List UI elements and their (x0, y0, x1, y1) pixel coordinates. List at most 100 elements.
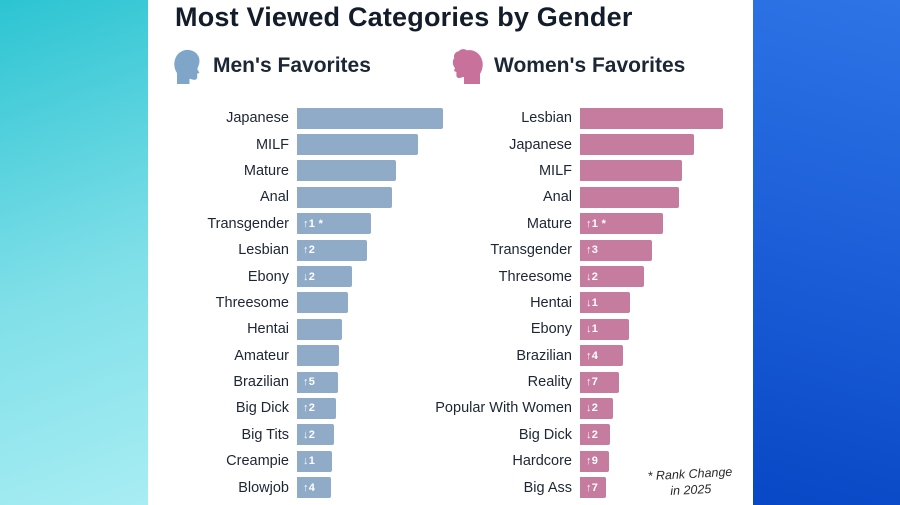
category-label: Popular With Women (435, 400, 572, 417)
category-bar: ↑7 (580, 371, 619, 393)
womens-section-label: Women's Favorites (494, 54, 686, 77)
rank-change-badge: ↓2 (586, 402, 599, 415)
category-label: Lesbian (521, 110, 572, 127)
category-bar (297, 107, 443, 129)
category-label: Transgender (207, 215, 289, 232)
womens-row-lesbian: Lesbian (400, 105, 723, 131)
womens-row-big-ass: Big Ass ↑7 (400, 474, 723, 500)
rank-change-badge: ↓1 (586, 323, 599, 336)
right-gradient-strip (753, 0, 900, 505)
category-bar: ↑1 * (297, 213, 371, 235)
category-bar: ↑1 * (580, 213, 663, 235)
womens-section-header: Women's Favorites (451, 48, 685, 84)
category-label: Lesbian (238, 242, 289, 259)
rank-change-badge: ↓2 (586, 428, 599, 441)
category-bar: ↓1 (580, 318, 629, 340)
category-label: Anal (259, 189, 289, 206)
womens-row-reality: Reality ↑7 (400, 369, 723, 395)
rank-change-badge: ↑7 (586, 376, 599, 389)
category-label: Big Dick (235, 400, 289, 417)
mens-row-japanese: Japanese (148, 105, 443, 131)
category-label: Brazilian (233, 374, 289, 391)
category-label: MILF (255, 136, 289, 153)
category-label: Anal (542, 189, 572, 206)
womens-row-ebony: Ebony ↓1 (400, 316, 723, 342)
category-label: Mature (243, 162, 289, 179)
category-bar (580, 186, 679, 208)
womens-row-brazilian: Brazilian ↑4 (400, 343, 723, 369)
mens-section-label: Men's Favorites (213, 54, 371, 77)
category-label: Creampie (226, 453, 289, 470)
category-label: Ebony (247, 268, 289, 285)
category-bar: ↑4 (580, 345, 623, 367)
mens-row-amateur: Amateur (148, 343, 443, 369)
womens-row-threesome: Threesome ↓2 (400, 263, 723, 289)
womens-row-popular-with-women: Popular With Women ↓2 (400, 395, 723, 421)
category-label: Big Dick (518, 426, 572, 443)
category-label: Big Ass (523, 479, 572, 496)
category-label: Hardcore (512, 453, 572, 470)
category-label: Threesome (498, 268, 572, 285)
category-bar: ↓1 (580, 292, 630, 314)
mens-row-mature: Mature (148, 158, 443, 184)
category-label: Threesome (215, 294, 289, 311)
mens-row-big-tits: Big Tits ↓2 (148, 422, 443, 448)
mens-row-creampie: Creampie ↓1 (148, 448, 443, 474)
chart-panel: Most Viewed Categories by Gender Men's F… (148, 0, 753, 505)
category-label: Transgender (490, 242, 572, 259)
category-bar: ↓2 (297, 424, 334, 446)
category-bar: ↓2 (580, 424, 610, 446)
category-label: MILF (538, 162, 572, 179)
rank-change-badge: ↑2 (303, 244, 316, 257)
mens-chart: Japanese MILF Mature Anal Transgender ↑1 * Les… (148, 105, 443, 501)
rank-change-badge: ↑4 (303, 481, 316, 494)
womens-row-japanese: Japanese (400, 131, 723, 157)
mens-row-brazilian: Brazilian ↑5 (148, 369, 443, 395)
womens-row-mature: Mature ↑1 * (400, 211, 723, 237)
rank-change-badge: ↑9 (586, 455, 599, 468)
mens-row-transgender: Transgender ↑1 * (148, 211, 443, 237)
mens-row-lesbian: Lesbian ↑2 (148, 237, 443, 263)
category-bar: ↓2 (297, 266, 352, 288)
category-label: Japanese (509, 136, 572, 153)
rank-change-badge: ↓1 (586, 296, 599, 309)
rank-change-badge: ↓1 (303, 455, 316, 468)
rank-change-badge: ↑2 (303, 402, 316, 415)
category-label: Hentai (530, 294, 572, 311)
category-bar (580, 107, 723, 129)
womens-row-transgender: Transgender ↑3 (400, 237, 723, 263)
rank-change-badge: ↑1 * (586, 217, 607, 230)
category-bar: ↑2 (297, 239, 367, 261)
mens-row-milf: MILF (148, 131, 443, 157)
mens-section-header: Men's Favorites (172, 48, 371, 84)
mens-row-blowjob: Blowjob ↑4 (148, 474, 443, 500)
category-label: Brazilian (516, 347, 572, 364)
category-bar: ↑3 (580, 239, 652, 261)
category-bar: ↓2 (580, 266, 644, 288)
mens-row-ebony: Ebony ↓2 (148, 263, 443, 289)
male-profile-icon (172, 48, 204, 84)
footnote-line-2: in 2025 (670, 481, 712, 498)
footnote-line-1: * Rank Change (647, 464, 733, 483)
category-label: Big Tits (241, 426, 289, 443)
category-bar (297, 134, 418, 156)
category-label: Reality (527, 374, 572, 391)
category-bar (297, 292, 348, 314)
category-label: Blowjob (238, 479, 289, 496)
category-label: Japanese (226, 110, 289, 127)
mens-row-big-dick: Big Dick ↑2 (148, 395, 443, 421)
category-bar: ↑2 (297, 397, 336, 419)
rank-change-badge: ↑7 (586, 481, 599, 494)
rank-change-footnote: * Rank Change in 2025 (647, 463, 733, 500)
chart-title: Most Viewed Categories by Gender (175, 2, 633, 32)
category-bar (297, 318, 342, 340)
womens-row-big-dick: Big Dick ↓2 (400, 422, 723, 448)
category-bar: ↑9 (580, 450, 609, 472)
womens-row-hardcore: Hardcore ↑9 (400, 448, 723, 474)
category-bar: ↑5 (297, 371, 338, 393)
rank-change-badge: ↑5 (303, 376, 316, 389)
rank-change-badge: ↓2 (303, 428, 316, 441)
category-label: Ebony (530, 321, 572, 338)
rank-change-badge: ↑3 (586, 244, 599, 257)
